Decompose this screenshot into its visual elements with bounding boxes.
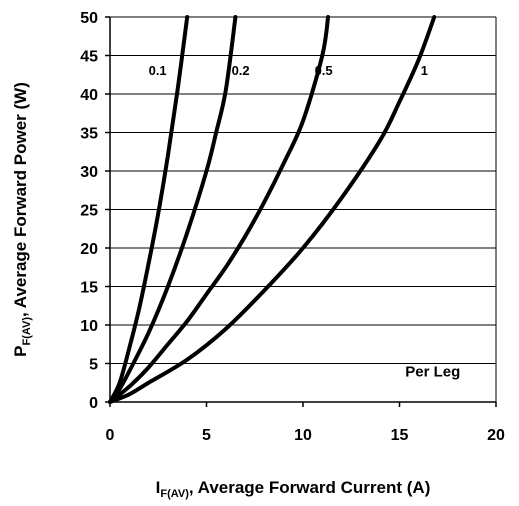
y-tick-label-50: 50	[80, 10, 98, 27]
y-tick-label-45: 45	[80, 49, 98, 66]
y-axis-title: PF(AV), Average Forward Power (W)	[11, 82, 33, 357]
y-tick-label-10: 10	[80, 318, 98, 335]
y-tick-labels: 0 5 10 15 20 25 30 35 40 45 50	[80, 10, 98, 412]
y-axis-title-main: P	[11, 346, 30, 357]
x-tick-label-5: 5	[202, 427, 211, 444]
y-tick-label-25: 25	[80, 203, 98, 220]
curve-label-0-2: 0.2	[232, 63, 250, 78]
curve-labels: 0.1 0.2 0.5 1	[149, 63, 428, 78]
y-tick-label-15: 15	[80, 280, 98, 297]
x-axis-title-subscript: F(AV)	[160, 488, 189, 500]
x-axis-title-rest: , Average Forward Current (A)	[189, 478, 431, 497]
annotation-per-leg: Per Leg	[405, 364, 460, 381]
curve-label-0-1: 0.1	[149, 63, 167, 78]
y-tick-label-5: 5	[89, 357, 98, 374]
series-line-0-1	[108, 15, 190, 404]
annotation-background	[384, 364, 494, 398]
curve-label-0-5: 0.5	[315, 63, 333, 78]
x-axis-title: IF(AV), Average Forward Current (A)	[156, 478, 431, 500]
x-axis-title-main: I	[156, 478, 161, 497]
y-tick-label-20: 20	[80, 241, 98, 258]
y-axis-title-rest: , Average Forward Power (W)	[11, 82, 30, 317]
x-tick-label-10: 10	[294, 427, 312, 444]
axes	[105, 16, 497, 407]
grid-lines	[110, 16, 496, 364]
y-tick-label-35: 35	[80, 126, 98, 143]
series-line-0-5	[108, 15, 331, 404]
series-line-0-2	[108, 15, 238, 404]
x-tick-label-0: 0	[106, 427, 115, 444]
y-tick-label-0: 0	[89, 395, 98, 412]
x-tick-labels: 0 5 10 15 20	[106, 427, 505, 444]
y-tick-label-40: 40	[80, 87, 98, 104]
series-curves	[108, 15, 437, 404]
y-tick-label-30: 30	[80, 164, 98, 181]
x-tick-label-15: 15	[391, 427, 409, 444]
y-axis-title-subscript: F(AV)	[21, 317, 33, 346]
curve-label-1: 1	[421, 63, 428, 78]
series-line-1	[108, 15, 437, 404]
annotation-area: Per Leg	[384, 364, 494, 398]
x-tick-label-20: 20	[487, 427, 505, 444]
